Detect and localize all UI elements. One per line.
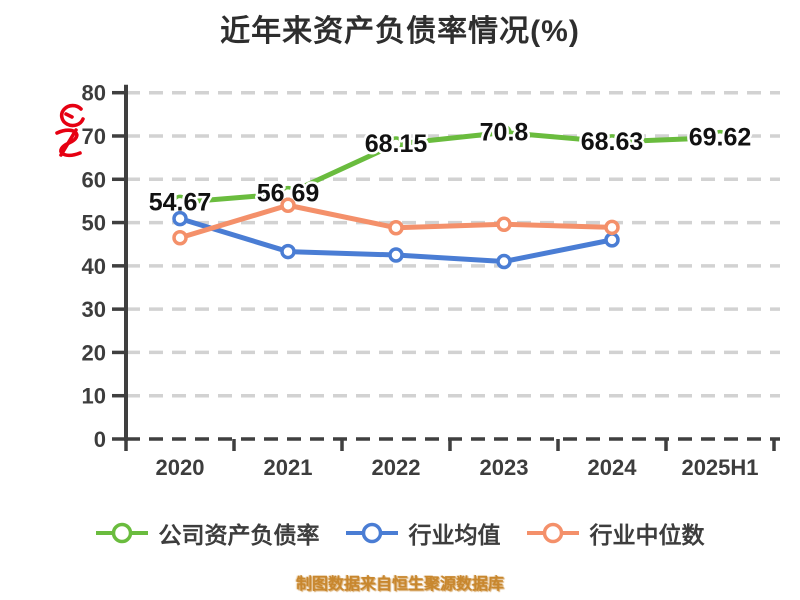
x-axis-label: 2024 <box>588 455 638 480</box>
legend-label: 公司资产负债率 <box>158 522 320 548</box>
watermark-top-tick <box>64 112 74 119</box>
data-point-label: 68.15 <box>365 130 428 158</box>
y-axis-tick-label: 60 <box>82 167 106 192</box>
watermark-bottom-slash <box>59 128 78 157</box>
data-point <box>172 210 188 227</box>
data-point <box>388 247 404 263</box>
x-axis-label: 2025H1 <box>681 455 758 480</box>
y-axis-tick-label: 70 <box>82 124 106 149</box>
y-axis-tick-label: 30 <box>82 297 106 322</box>
data-point <box>388 136 404 152</box>
chart-title: 近年来资产负债率情况(%) <box>220 15 580 48</box>
data-point <box>280 197 296 213</box>
x-axis-label: 2020 <box>156 455 205 480</box>
y-axis-tick-label: 50 <box>82 211 106 236</box>
y-axis-tick-label: 80 <box>82 81 106 106</box>
legend: 公司资产负债率 行业均值 行业中位数 <box>0 516 800 550</box>
legend-marker-icon <box>526 522 579 544</box>
footer-source-note: 制图数据来自恒生聚源数据库 <box>295 576 504 593</box>
legend-item-3[interactable]: 行业中位数 <box>526 516 705 550</box>
data-point <box>712 129 728 146</box>
data-point-label: 70.8 <box>480 119 529 147</box>
data-point-label: 69.62 <box>689 124 752 152</box>
y-axis-tick-label: 10 <box>82 384 106 409</box>
data-point-label: 68.63 <box>581 128 644 156</box>
data-point <box>496 253 512 270</box>
y-axis-tick-label: 20 <box>82 340 106 365</box>
data-point <box>172 229 188 246</box>
legend-marker-icon <box>345 522 398 544</box>
data-point <box>496 216 512 233</box>
y-axis-tick-label: 0 <box>94 427 106 452</box>
data-point <box>496 124 512 141</box>
data-point <box>388 220 404 236</box>
data-point <box>280 243 296 260</box>
red-seal-watermark-icon <box>55 103 85 158</box>
x-axis-label: 2023 <box>480 455 529 480</box>
watermark-top-loop <box>59 103 85 128</box>
x-axis-label: 2021 <box>264 455 313 480</box>
series-line-1 <box>177 130 723 205</box>
x-axis-label: 2022 <box>372 455 421 480</box>
legend-label: 行业中位数 <box>589 522 705 548</box>
data-point <box>172 194 188 211</box>
legend-item-1[interactable]: 公司资产负债率 <box>95 516 320 550</box>
data-point <box>604 134 620 150</box>
legend-marker-icon <box>95 522 148 544</box>
legend-label: 行业均值 <box>408 522 501 548</box>
data-point <box>604 232 620 248</box>
data-point <box>604 219 620 236</box>
y-axis-tick-label: 40 <box>82 254 106 279</box>
legend-item-2[interactable]: 行业均值 <box>345 516 501 550</box>
